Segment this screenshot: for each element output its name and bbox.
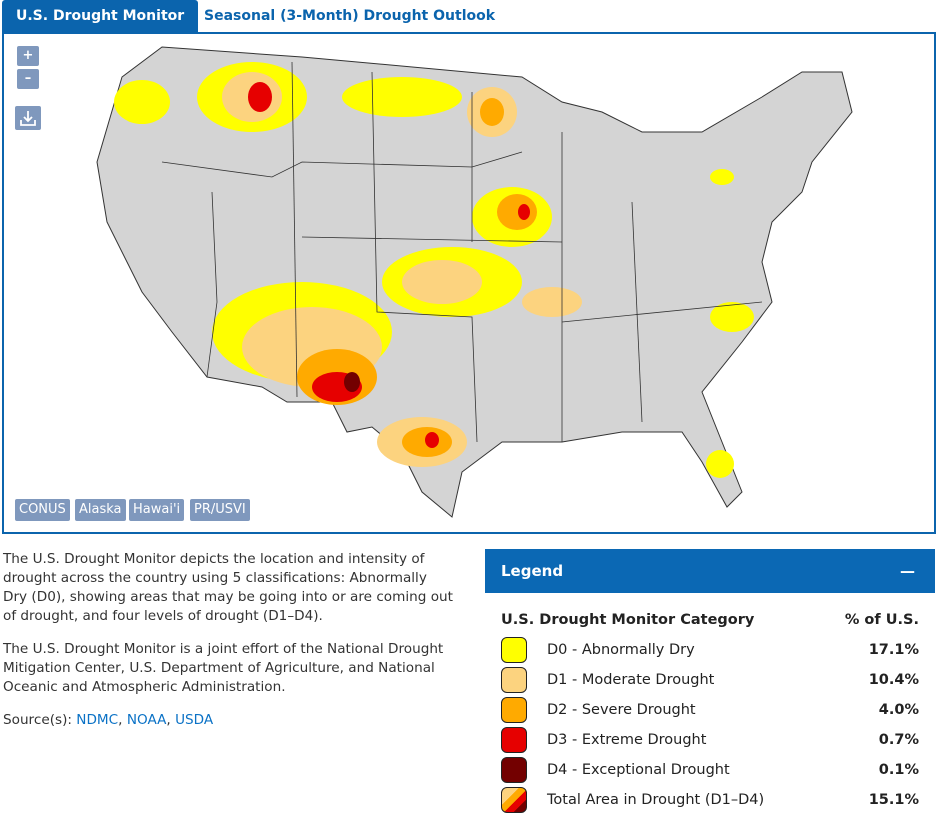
swatch [501,757,527,783]
source-label: Source(s): [3,712,72,728]
collapse-button[interactable]: — [900,562,915,580]
tab[interactable]: U.S. Drought Monitor [2,0,199,32]
category: D0 - Abnormally Dry [547,642,695,658]
paragraph: The U.S. Drought Monitor depicts the loc… [3,551,453,624]
state-lines [161,61,763,443]
legend-row: Total Area in Drought (D1–D4) 15.1% [501,785,919,815]
swatch [501,727,527,753]
legend-row: D1 - Moderate Drought 10.4% [501,665,919,695]
region-button[interactable]: Alaska [75,499,126,521]
zoom-in-button[interactable]: + [17,46,39,66]
legend: Legend — U.S. Drought Monitor Category % … [485,549,935,813]
region-button[interactable]: Hawai'i [129,499,185,521]
source-line: Source(s): NDMC, NOAA, USDA [3,711,453,730]
legend-row: D4 - Exceptional Drought 0.1% [501,755,919,785]
percent: 10.4% [868,672,919,688]
download-button[interactable] [15,106,41,130]
map [96,46,853,518]
region-button[interactable]: CONUS [15,499,70,521]
legend-row: D2 - Severe Drought 4.0% [501,695,919,725]
column-header: % of U.S. [844,612,919,628]
paragraph: The U.S. Drought Monitor is a joint effo… [3,641,444,695]
tab[interactable]: Seasonal (3-Month) Drought Outlook [204,8,496,24]
legend-row: D0 - Abnormally Dry 17.1% [501,635,919,665]
map-frame: + – CONUS Alaska Hawai'i PR/USVI [2,32,936,534]
category: D2 - Severe Drought [547,702,696,718]
drought-areas [114,62,754,478]
percent: 15.1% [868,792,919,808]
link[interactable]: NDMC [76,712,119,728]
legend-header: Legend — [485,549,935,593]
category: D3 - Extreme Drought [547,732,707,748]
percent: 0.7% [878,732,919,748]
separator: , [118,712,123,728]
description: The U.S. Drought Monitor depicts the loc… [3,550,453,744]
swatch [501,637,527,663]
category: D4 - Exceptional Drought [547,762,730,778]
percent: 0.1% [878,762,919,778]
column-header: U.S. Drought Monitor Category [501,612,755,628]
category: D1 - Moderate Drought [547,672,715,688]
link[interactable]: USDA [175,712,214,728]
zoom-out-button[interactable]: – [17,69,39,89]
region-button[interactable]: PR/USVI [190,499,250,521]
swatch [501,697,527,723]
swatch [501,787,527,813]
percent: 4.0% [878,702,919,718]
legend-title: Legend [501,562,564,580]
category: Total Area in Drought (D1–D4) [547,792,765,808]
legend-row: D3 - Extreme Drought 0.7% [501,725,919,755]
separator: , [166,712,171,728]
swatch [501,667,527,693]
link[interactable]: NOAA [126,712,167,728]
percent: 17.1% [868,642,919,658]
legend-columns: U.S. Drought Monitor Category % of U.S. [501,605,919,635]
